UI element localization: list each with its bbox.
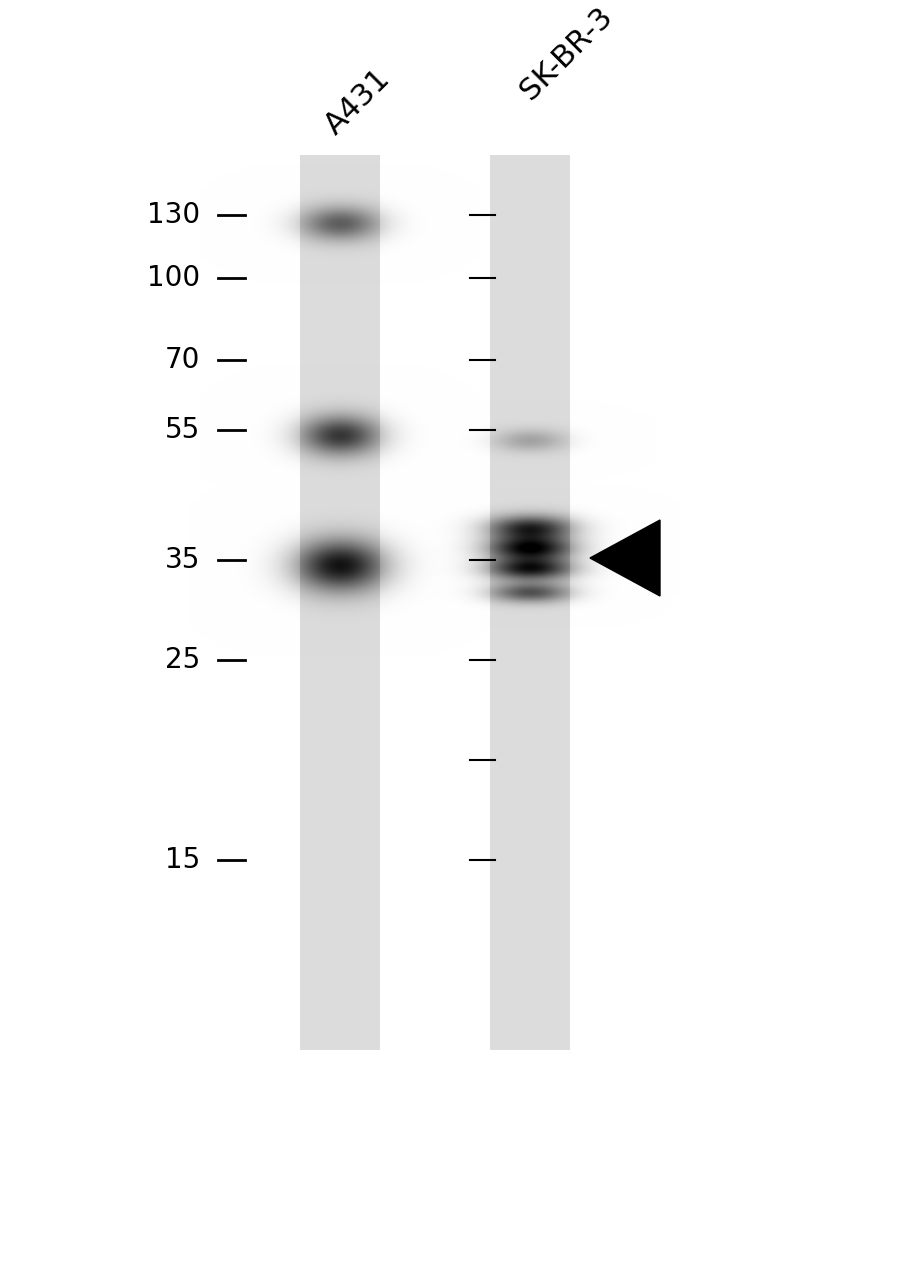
Text: A431: A431 bbox=[319, 64, 395, 140]
Text: 55: 55 bbox=[164, 416, 199, 444]
Text: 70: 70 bbox=[164, 346, 199, 374]
Text: 130: 130 bbox=[147, 201, 199, 229]
Text: SK-BR-3: SK-BR-3 bbox=[514, 1, 617, 105]
Text: 15: 15 bbox=[164, 846, 199, 874]
Text: 35: 35 bbox=[164, 547, 199, 573]
Polygon shape bbox=[589, 520, 659, 596]
Text: 100: 100 bbox=[147, 264, 199, 292]
Text: 25: 25 bbox=[164, 646, 199, 675]
